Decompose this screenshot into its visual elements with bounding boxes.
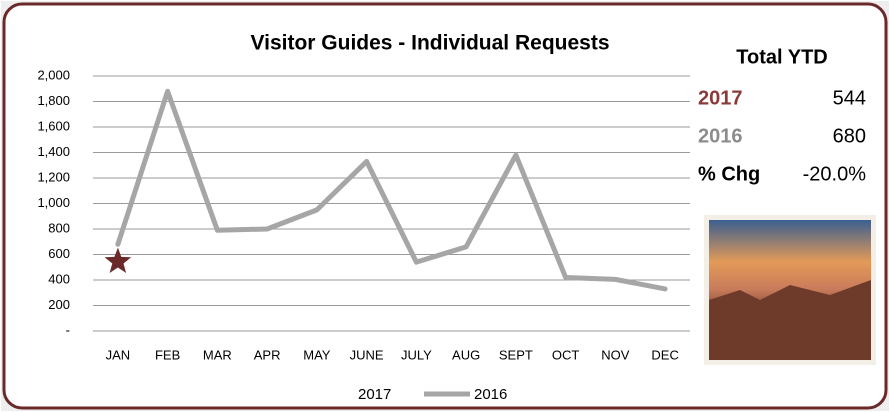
x-tick-label: MAR [203,347,232,362]
x-tick-label: JUNE [350,347,384,362]
side-value: 544 [833,87,866,109]
x-tick-label: NOV [601,347,630,362]
y-tick-label: 1,200 [37,169,70,184]
x-tick-label: APR [254,347,281,362]
x-tick-label: OCT [552,347,580,362]
y-tick-label: 400 [48,271,70,286]
y-tick-label: 1,000 [37,195,70,210]
x-tick-label: JULY [401,347,432,362]
y-tick-label: 1,800 [37,93,70,108]
legend-label: 2017 [358,386,391,403]
x-tick-label: MAY [303,347,331,362]
x-tick-label: JAN [106,347,131,362]
y-tick-label: 1,400 [37,144,70,159]
side-title: Total YTD [736,46,827,68]
x-tick-label: SEPT [499,347,533,362]
x-tick-label: DEC [651,347,678,362]
legend-label: 2016 [474,386,507,403]
side-label: 2017 [698,87,743,109]
y-tick-label: 800 [48,220,70,235]
y-tick-label: - [66,322,70,337]
y-tick-label: 600 [48,246,70,261]
x-tick-label: FEB [155,347,180,362]
y-tick-label: 2,000 [37,67,70,82]
side-value: 680 [833,125,866,147]
chart: Visitor Guides - Individual Requests Tot… [0,0,890,412]
side-label: % Chg [698,163,760,185]
side-label: 2016 [698,125,743,147]
side-value: -20.0% [803,163,867,185]
x-tick-label: AUG [452,347,480,362]
y-tick-label: 1,600 [37,118,70,133]
y-tick-label: 200 [48,297,70,312]
chart-title: Visitor Guides - Individual Requests [250,32,609,55]
